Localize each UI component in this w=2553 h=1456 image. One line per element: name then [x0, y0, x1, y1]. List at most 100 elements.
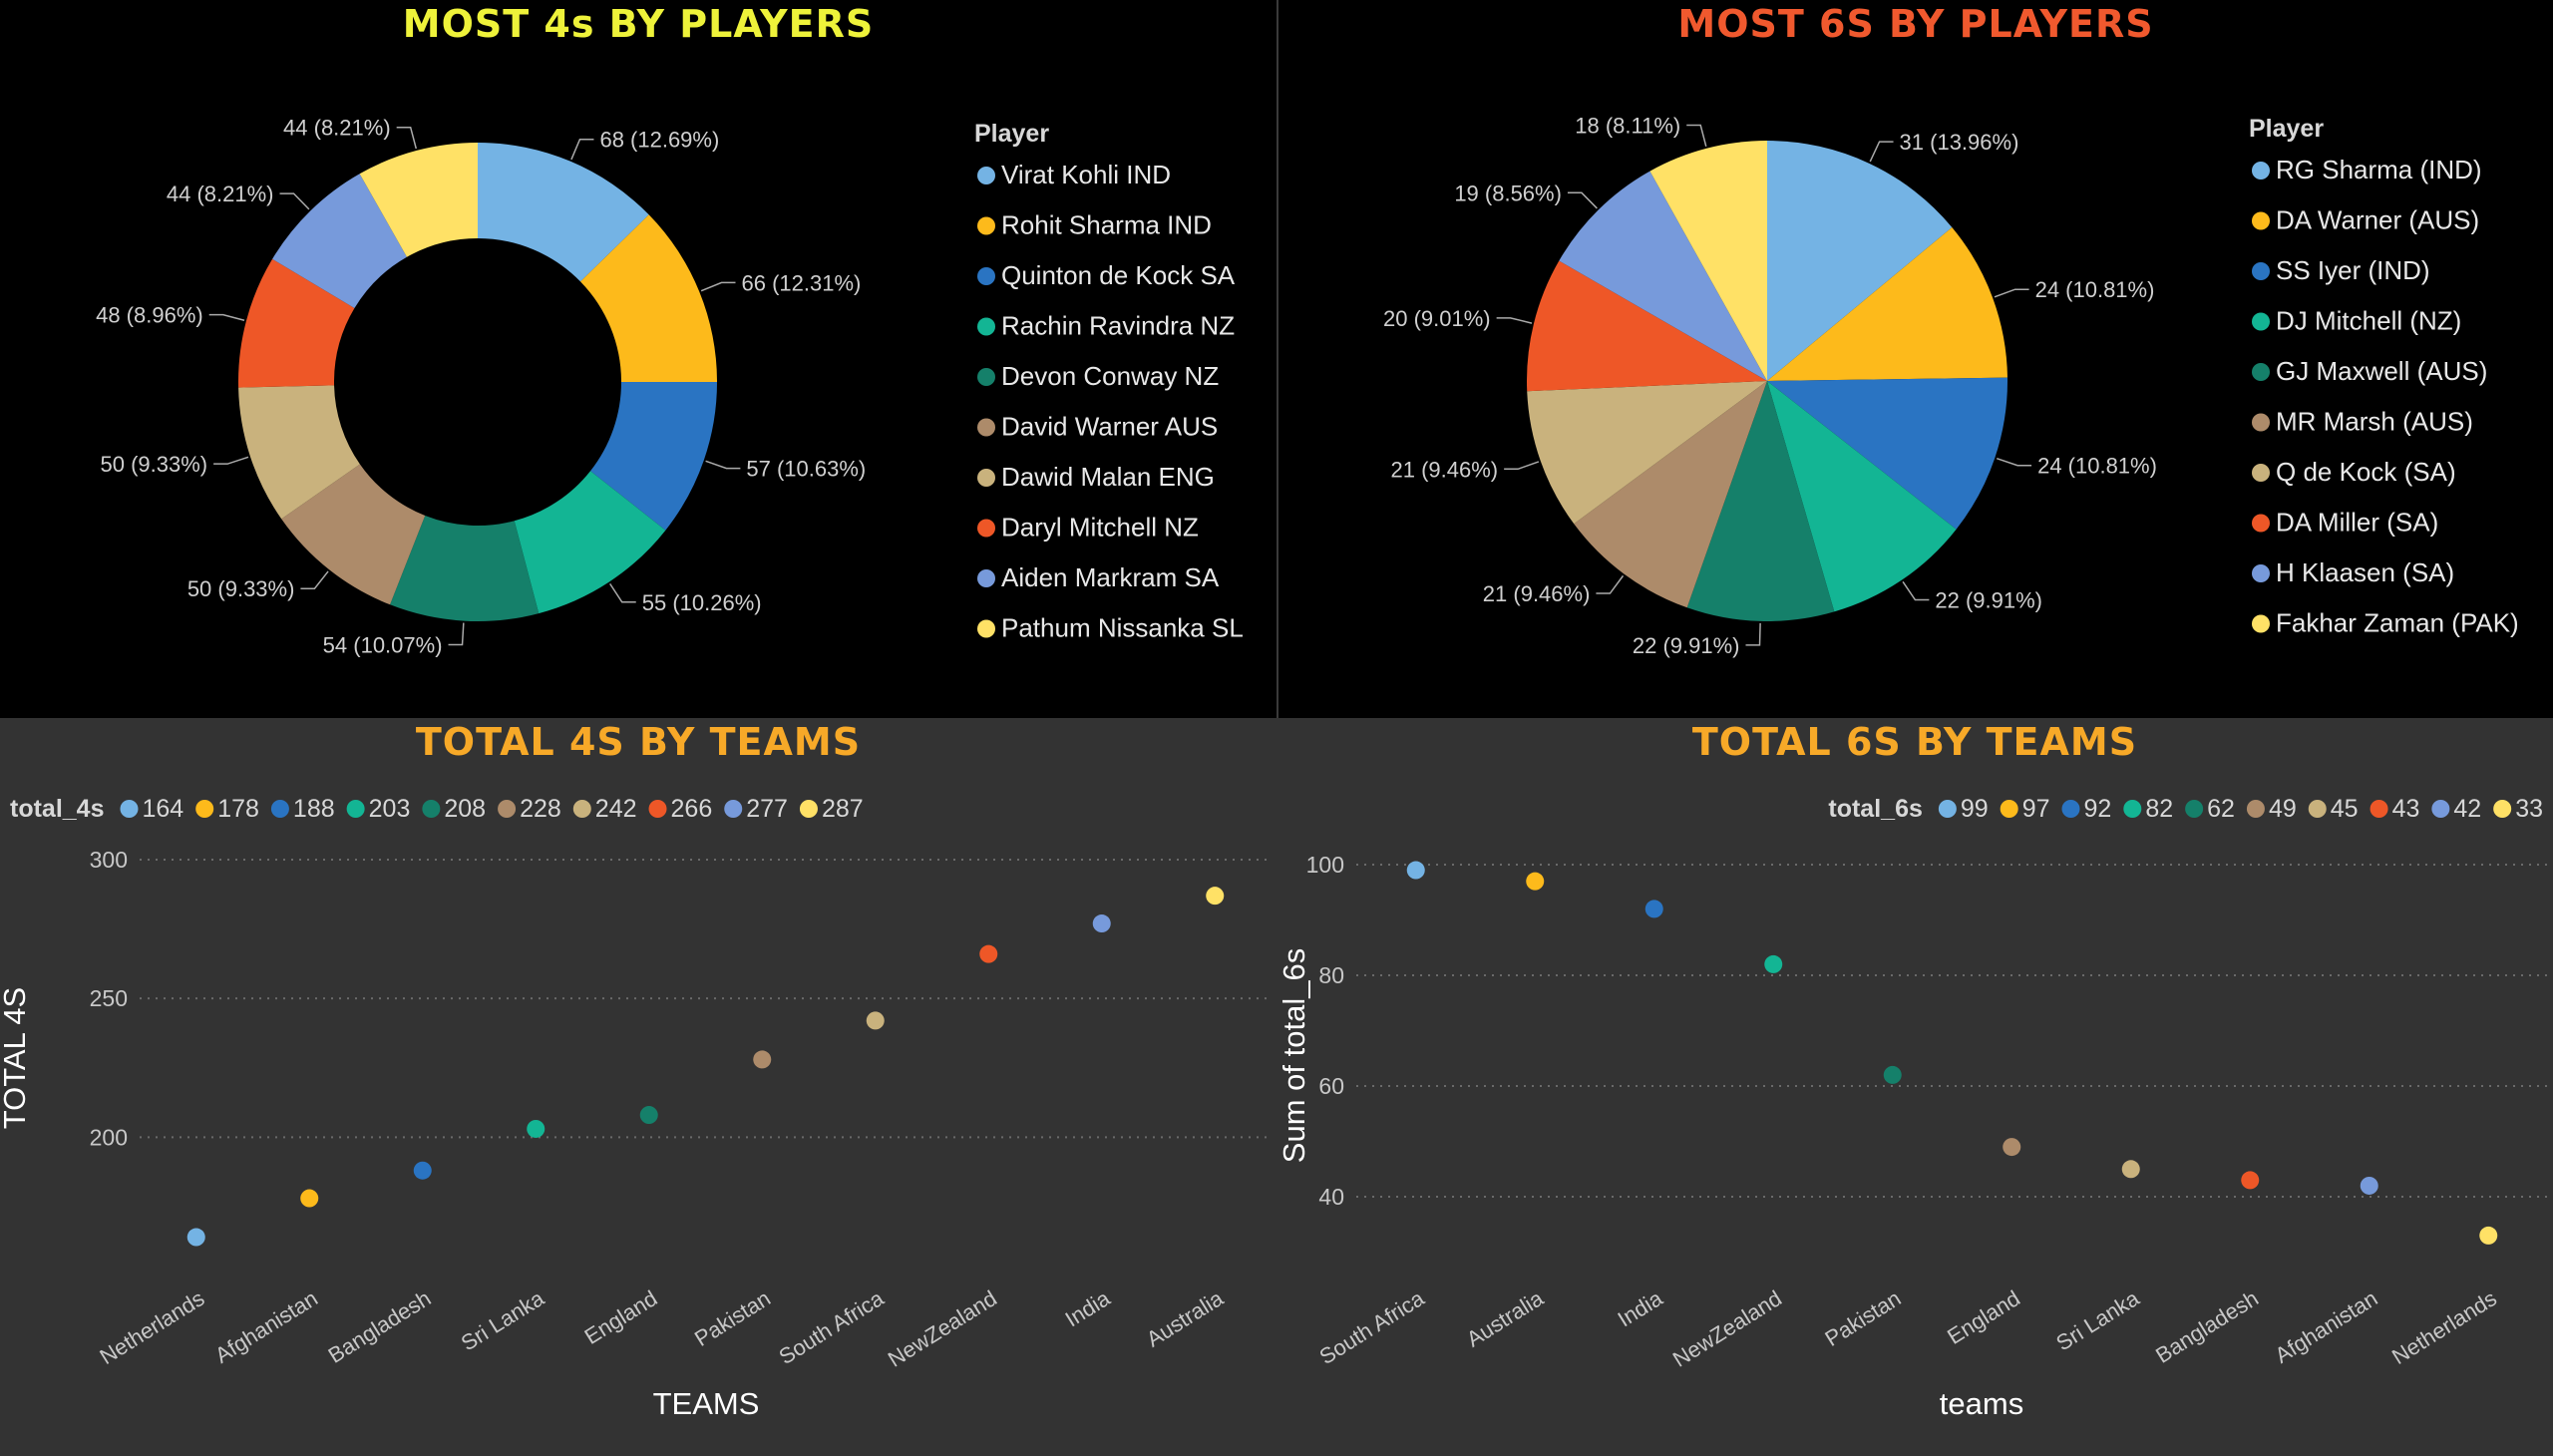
legend-label: DJ Mitchell (NZ) [2276, 306, 2461, 336]
data-point [186, 1228, 205, 1247]
leader-line [1567, 191, 1598, 209]
data-label: 21 (9.46%) [1391, 457, 1499, 482]
pie-slice [238, 258, 355, 388]
legend-label: 97 [2022, 795, 2050, 823]
legend-label: Fakhar Zaman (PAK) [2276, 608, 2519, 638]
x-tick-label: Afghanistan [2271, 1285, 2382, 1368]
x-tick-label: South Africa [1315, 1285, 1429, 1369]
legend-label: Rohit Sharma IND [1001, 210, 1212, 240]
leader-line [570, 138, 594, 161]
data-point [2241, 1171, 2260, 1190]
data-label: 55 (10.26%) [642, 590, 762, 615]
legend-label: 82 [2145, 795, 2173, 823]
legend-label: 228 [520, 795, 561, 823]
legend-marker [977, 418, 995, 437]
panel-total-6s-teams: TOTAL 6S BY TEAMS 40 60 80 100 South Africa A… [1276, 718, 2553, 1456]
data-label: 48 (8.96%) [96, 303, 203, 328]
y-axis-label: TOTAL 4S [0, 987, 32, 1129]
legend-marker [2252, 162, 2270, 180]
x-tick-label: Sri Lanka [2051, 1285, 2144, 1356]
legend-label: 62 [2207, 795, 2235, 823]
data-point [1206, 887, 1225, 906]
x-tick-label: Netherlands [96, 1285, 209, 1369]
pie-slice [1574, 381, 1767, 608]
legend-marker [977, 619, 995, 638]
data-label: 57 (10.63%) [746, 457, 866, 482]
data-label: 24 (10.81%) [2037, 454, 2157, 479]
data-point [1526, 872, 1545, 891]
leader-line [396, 126, 418, 150]
y-tick-label: 40 [1318, 1184, 1344, 1210]
legend-title: total_4s [10, 795, 104, 823]
donut-chart-4s: 68 (12.69%) 66 (12.31%) 57 (10.63%) 55 (10.… [96, 116, 1244, 658]
legend-label: David Warner AUS [1001, 412, 1218, 442]
data-point [2003, 1138, 2021, 1157]
legend-marker [2252, 464, 2270, 482]
data-point [866, 1011, 885, 1030]
data-label: 19 (8.56%) [1454, 181, 1562, 205]
pie-slice [514, 471, 666, 614]
legend-marker [799, 800, 818, 818]
pie-slice [1527, 260, 1767, 392]
pie-slice [590, 382, 717, 531]
leader-line [609, 582, 636, 603]
leader-line [1686, 124, 1707, 148]
legend-marker [498, 800, 517, 818]
legend-label: Virat Kohli IND [1001, 160, 1171, 189]
legend-marker [120, 800, 139, 818]
leader-line [1504, 461, 1540, 471]
leader-line [208, 313, 245, 322]
scatter-chart-4s: 200 250 300 Netherlands Afghanistan Banglades… [0, 795, 1272, 1421]
data-point [979, 944, 998, 963]
legend-marker [2000, 800, 2018, 818]
pie-slice [238, 385, 360, 520]
panel-total-4s-teams: TOTAL 4S BY TEAMS 200 250 300 Netherlands Af… [0, 718, 1276, 1456]
data-label: 44 (8.21%) [167, 182, 274, 206]
x-tick-label: South Africa [775, 1285, 889, 1369]
legend-marker [977, 368, 995, 386]
legend-marker [1938, 800, 1957, 818]
legend-label: Rachin Ravindra NZ [1001, 311, 1235, 341]
y-tick-label: 80 [1318, 962, 1344, 988]
legend-label: 99 [1961, 795, 1989, 823]
pie-slice [580, 214, 717, 382]
pie-slice [1767, 377, 2007, 530]
legend-label: 208 [444, 795, 486, 823]
legend-label: Aiden Markram SA [1001, 562, 1220, 592]
legend-label: 49 [2269, 795, 2297, 823]
x-axis-label: TEAMS [653, 1386, 760, 1421]
leader-line [1902, 580, 1930, 601]
legend-label: H Klaasen (SA) [2276, 557, 2454, 587]
x-tick-label: NewZealand [1668, 1285, 1786, 1372]
legend-label: 45 [2331, 795, 2359, 823]
data-label: 21 (9.46%) [1483, 581, 1591, 606]
chart-title: TOTAL 6S BY TEAMS [1691, 720, 2138, 764]
legend-marker [648, 800, 667, 818]
legend-marker [2252, 363, 2270, 381]
y-tick-label: 300 [90, 847, 128, 873]
data-label: 50 (9.33%) [187, 576, 295, 601]
legend-label: SS Iyer (IND) [2276, 255, 2430, 285]
legend-marker [2252, 262, 2270, 280]
legend-label: 42 [2453, 795, 2481, 823]
data-point [2360, 1176, 2378, 1195]
legend-label: 203 [369, 795, 411, 823]
data-label: 44 (8.21%) [283, 116, 391, 141]
legend-marker [977, 167, 995, 184]
data-point [639, 1106, 658, 1125]
pie-slice [1686, 381, 1835, 622]
x-tick-label: England [1943, 1285, 2024, 1349]
legend-label: MR Marsh (AUS) [2276, 407, 2473, 437]
data-label: 22 (9.91%) [1935, 588, 2042, 613]
pie-slice [1767, 141, 1953, 381]
x-tick-label: Pakistan [690, 1285, 775, 1351]
x-tick-label: India [1614, 1285, 1667, 1332]
pie-slice [1559, 171, 1767, 381]
legend-marker [2123, 800, 2142, 818]
x-tick-label: Australia [1142, 1285, 1228, 1352]
x-axis-label: teams [1940, 1386, 2023, 1421]
legend-title: Player [974, 120, 1049, 148]
legend-marker [2493, 800, 2512, 818]
legend-label: 266 [671, 795, 713, 823]
data-label: 24 (10.81%) [2035, 277, 2155, 302]
